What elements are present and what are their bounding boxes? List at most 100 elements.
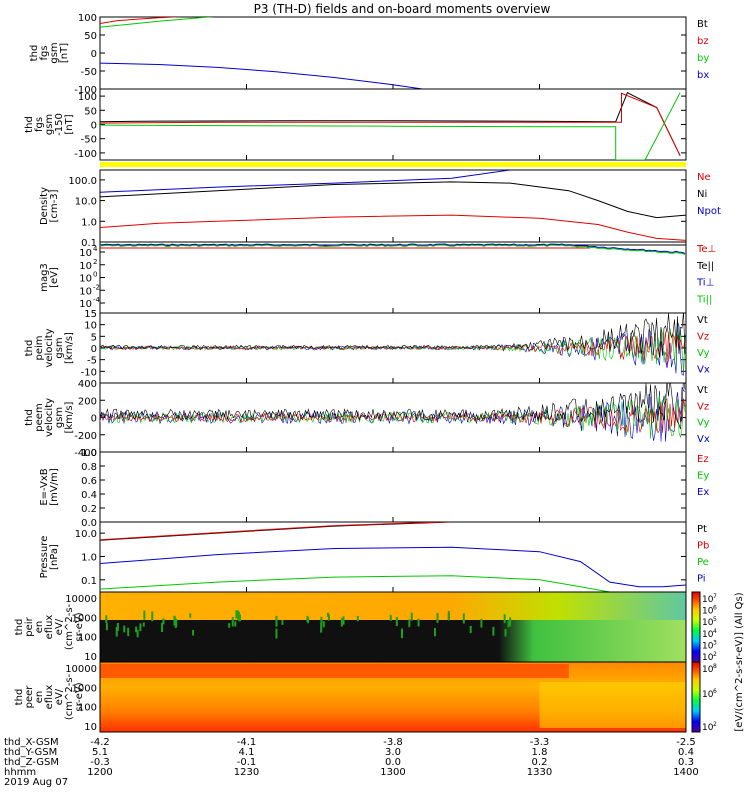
panel-ylabel: en bbox=[34, 621, 45, 634]
panel-ylabel: fgs bbox=[39, 45, 50, 60]
ephemeris-value: -2.5 bbox=[676, 737, 696, 748]
panel-ylabel: velocity bbox=[44, 328, 55, 367]
legend-bx: bx bbox=[697, 70, 709, 81]
ion-spectrogram-low-energy bbox=[100, 620, 686, 662]
ion-colorbar-tick: 10 bbox=[702, 641, 714, 651]
y-tick-label: 5 bbox=[91, 332, 97, 343]
panel-ylabel: peim bbox=[34, 335, 45, 360]
y-tick-label: 1000 bbox=[72, 613, 97, 624]
y-tick-label: 10 bbox=[79, 286, 92, 297]
y-tick-label: -50 bbox=[81, 135, 97, 146]
panel-ylabel: en bbox=[34, 691, 45, 704]
panel-ylabel: Pressure bbox=[39, 536, 50, 579]
ion-spectrogram-pixel bbox=[327, 614, 330, 621]
plot-area bbox=[100, 383, 686, 442]
panel-ylabel: [nT] bbox=[64, 114, 75, 134]
panel-density: Density [cm-3] 100.0 10.0 1.0 0.1 Ne Ni Npot bbox=[39, 169, 721, 249]
series-Bt bbox=[100, 92, 681, 156]
legend-Vt: Vt bbox=[697, 315, 708, 326]
ion-spectrogram-pixel bbox=[135, 626, 138, 633]
y-tick-label: 0.1 bbox=[81, 238, 97, 249]
legend-Vz: Vz bbox=[697, 401, 709, 412]
y-tick-exponent: 2 bbox=[93, 258, 97, 266]
legend-Ni: Ni bbox=[697, 189, 707, 200]
y-tick-label: 10000 bbox=[65, 594, 97, 605]
ion-spectrogram-pixel bbox=[417, 618, 420, 627]
legend-Vy: Vy bbox=[697, 418, 710, 429]
y-tick-label: 100 bbox=[78, 13, 97, 24]
legend-Pe: Pe bbox=[697, 557, 709, 568]
y-tick-label: 100 bbox=[78, 633, 97, 644]
y-tick-label: 0.4 bbox=[81, 490, 97, 501]
ion-colorbar-exponent: 2 bbox=[713, 651, 717, 658]
series-Pi bbox=[100, 546, 686, 588]
legend-Bt: Bt bbox=[697, 19, 708, 30]
y-tick-label: 50 bbox=[84, 106, 97, 117]
legend-Vy: Vy bbox=[697, 348, 710, 359]
panel-ylabel: sr-eV) bbox=[74, 612, 85, 641]
legend-Vx: Vx bbox=[697, 434, 710, 445]
panel-ylabel: eflux bbox=[44, 615, 55, 640]
y-tick-label: 400 bbox=[78, 379, 97, 390]
y-tick-label: -5 bbox=[87, 356, 97, 367]
panel-ylabel: thd bbox=[24, 116, 35, 133]
panel-ylabel: eV/ bbox=[54, 688, 65, 705]
ion-spectrogram-pixel bbox=[447, 613, 450, 620]
ion-spectrogram-pixel bbox=[480, 618, 483, 628]
panel-ylabel: [cm-3] bbox=[49, 189, 60, 222]
y-tick-label: 15 bbox=[84, 309, 97, 320]
panel-fgs-gsm-2: thd fgs gsm -150 [nT]100 50 0 -50 -100 bbox=[24, 88, 687, 161]
ion-spectrogram-pixel bbox=[127, 627, 130, 637]
y-tick-label: 1.0 bbox=[81, 448, 97, 459]
y-tick-label: -10 bbox=[81, 367, 97, 378]
series-Ti⊥ bbox=[100, 243, 686, 254]
ion-spectrogram-pixel bbox=[105, 615, 108, 624]
electron-colorbar-tick: 10 bbox=[702, 723, 714, 733]
ion-colorbar-tick: 10 bbox=[702, 653, 714, 663]
panel-ylabel: [nT] bbox=[59, 43, 70, 63]
panel-ylabel: gsm bbox=[44, 114, 55, 135]
ion-spectrogram-pixel bbox=[281, 619, 284, 625]
ephemeris-value: 1400 bbox=[673, 767, 698, 778]
electron-colorbar bbox=[691, 661, 701, 733]
ion-spectrogram-pixel bbox=[342, 616, 345, 625]
plot-area bbox=[100, 92, 681, 160]
y-tick-label: 0 bbox=[91, 414, 97, 425]
ephemeris-value: 3.0 bbox=[385, 747, 401, 758]
ion-spectrogram-pixel bbox=[469, 625, 472, 634]
y-tick-label: 10 bbox=[84, 722, 97, 733]
plot-area bbox=[100, 313, 686, 376]
ion-colorbar-exponent: 3 bbox=[713, 639, 717, 646]
ion-spectrogram-pixel bbox=[275, 615, 278, 623]
legend-Npot: Npot bbox=[697, 206, 721, 217]
ion-spectrogram-pixel bbox=[237, 612, 240, 622]
ephemeris-value: 1330 bbox=[527, 767, 552, 778]
y-tick-label: 10.0 bbox=[75, 529, 97, 540]
ion-spectrogram-pixel bbox=[507, 620, 510, 628]
series-Ni bbox=[100, 181, 686, 219]
panel-ylabel: peir bbox=[24, 616, 35, 636]
panel-ylabel: thd bbox=[24, 340, 35, 357]
ephemeris-value: 4.1 bbox=[239, 747, 255, 758]
electron-colorbar-exponent: 2 bbox=[713, 721, 717, 728]
y-tick-exponent: -4 bbox=[93, 296, 101, 304]
legend-Pi: Pi bbox=[697, 574, 706, 585]
electron-spectrogram-high-band bbox=[100, 664, 569, 678]
colorbar-label: [eV/(cm^2-s-sr-eV)] (All Qs) bbox=[734, 592, 745, 731]
series-Vt bbox=[100, 313, 686, 358]
ion-spectrogram-pixel bbox=[356, 616, 359, 622]
legend-Ti⊥: Ti⊥ bbox=[696, 278, 714, 289]
legend-by: by bbox=[697, 53, 709, 64]
panel-ylabel: peem bbox=[34, 403, 45, 431]
panel-ylabel: velocity bbox=[44, 398, 55, 437]
panel-ylabel: thd bbox=[14, 619, 25, 636]
y-tick-label: 0 bbox=[91, 49, 97, 60]
y-tick-label: 200 bbox=[78, 396, 97, 407]
legend-Pt: Pt bbox=[697, 524, 707, 535]
ephemeris-label: hhmm bbox=[4, 767, 36, 778]
ion-spectrogram-pixel bbox=[234, 621, 237, 627]
panel-ylabel: eV/ bbox=[54, 618, 65, 635]
ion-spectrogram-pixel bbox=[433, 628, 436, 637]
panel-frame bbox=[99, 88, 687, 161]
y-tick-exponent: 4 bbox=[93, 245, 98, 253]
